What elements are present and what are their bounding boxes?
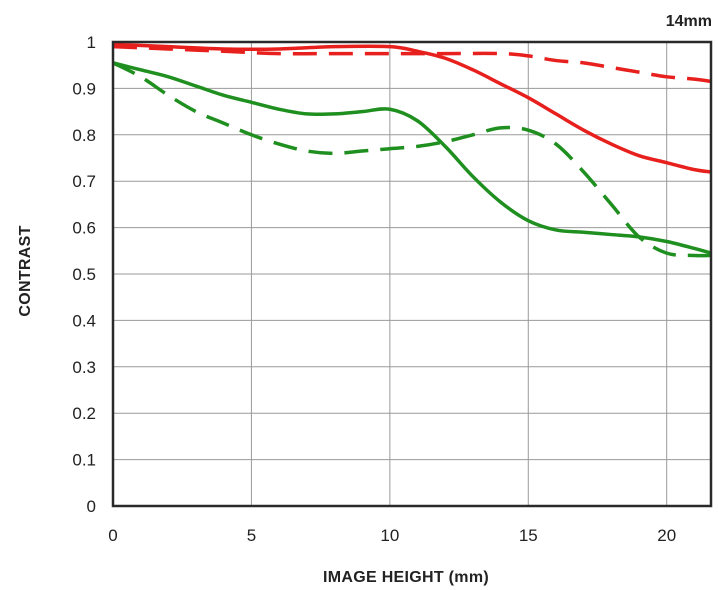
y-tick-label: 0.9: [72, 79, 96, 98]
y-tick-label: 0.3: [72, 358, 96, 377]
y-axis-title: CONTRAST: [17, 225, 34, 316]
y-tick-labels: 0 0.1 0.2 0.3 0.4 0.5 0.6 0.7 0.8 0.9 1: [72, 33, 96, 516]
y-tick-label: 0: [87, 497, 96, 516]
x-tick-label: 5: [247, 526, 256, 545]
y-tick-label: 0.5: [72, 265, 96, 284]
series-line-1: [112, 42, 712, 174]
x-tick-labels: 0 5 10 15 20: [108, 526, 676, 545]
series-layer: [112, 42, 712, 258]
y-tick-label: 0.6: [72, 219, 96, 238]
x-axis-title: IMAGE HEIGHT (mm): [323, 569, 489, 586]
series-line-2: [112, 44, 712, 84]
focal-length-label: 14mm: [666, 13, 712, 30]
y-tick-label: 1: [87, 33, 96, 52]
grid: [112, 41, 711, 507]
x-tick-label: 10: [380, 526, 399, 545]
y-tick-label: 0.2: [72, 404, 96, 423]
series-line-3: [112, 61, 712, 255]
y-tick-label: 0.4: [72, 311, 96, 330]
x-tick-label: 20: [657, 526, 676, 545]
y-tick-label: 0.1: [72, 451, 96, 470]
x-tick-label: 0: [108, 526, 117, 545]
x-tick-label: 15: [519, 526, 538, 545]
series-line-4: [112, 61, 712, 258]
y-tick-label: 0.8: [72, 126, 96, 145]
plot-frame: [111, 40, 713, 508]
y-tick-label: 0.7: [72, 172, 96, 191]
